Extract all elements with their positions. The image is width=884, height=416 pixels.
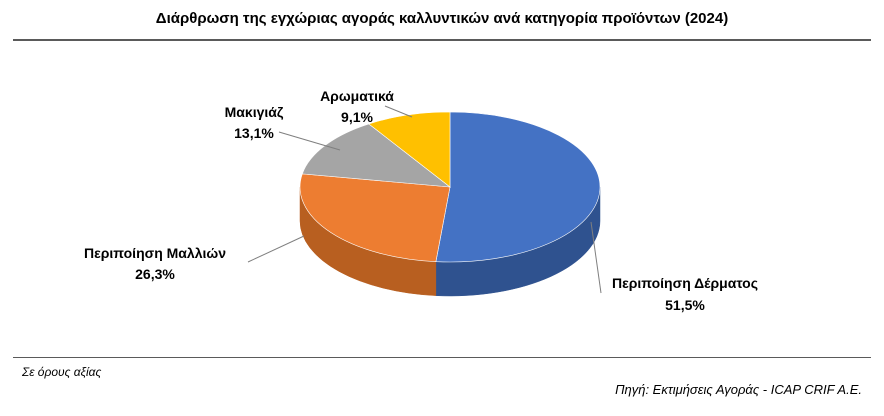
- top-divider: [13, 39, 871, 41]
- leader-line-1: [247, 235, 305, 263]
- leader-line-2: [278, 131, 341, 151]
- slice-value-3: 9,1%: [341, 109, 373, 125]
- leader-line-0: [590, 221, 602, 294]
- slice-label-3: Αρωματικά: [320, 88, 394, 104]
- value-basis-note: Σε όρους αξίας: [22, 365, 102, 379]
- pie-slice-1: [299, 173, 451, 262]
- bottom-divider: [13, 357, 871, 358]
- slice-label-0: Περιποίηση Δέρματος: [612, 275, 758, 291]
- slice-label-2: Μακιγιάζ: [225, 104, 284, 120]
- slice-value-0: 51,5%: [665, 297, 705, 313]
- chart-title: Διάρθρωση της εγχώριας αγοράς καλλυντικώ…: [155, 10, 729, 27]
- slice-value-1: 26,3%: [135, 266, 175, 282]
- slice-label-1: Περιποίηση Μαλλιών: [84, 245, 226, 261]
- slice-value-2: 13,1%: [234, 125, 274, 141]
- source-note: Πηγή: Εκτιμήσεις Αγοράς - ICAP CRIF A.E.: [615, 382, 862, 397]
- pie-slice-0: [435, 111, 601, 263]
- leader-line-3: [384, 105, 413, 118]
